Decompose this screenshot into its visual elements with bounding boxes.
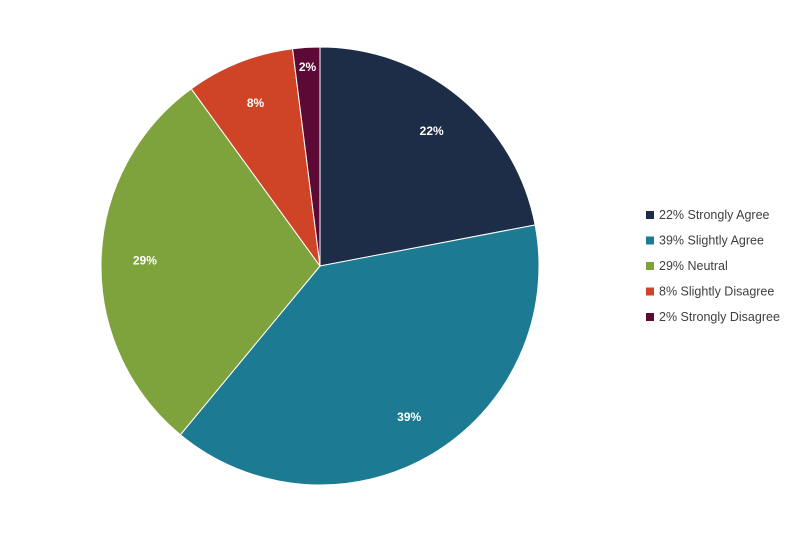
pie-data-label: 39% [397,410,421,424]
pie-data-label: 2% [299,60,317,74]
legend: 22% Strongly Agree 39% Slightly Agree 29% … [646,208,780,324]
pie-slice-1 [319,46,536,267]
pie-slice-4 [190,48,321,267]
legend-label: 8% Slightly Disagree [659,285,774,299]
legend-label: 39% Slightly Agree [659,234,764,248]
pie-slice-5 [291,46,321,267]
pie-data-label: 29% [133,254,157,268]
legend-label: 29% Neutral [659,259,728,273]
pie-slices [100,46,540,486]
pie-slice-3 [100,88,321,436]
legend-swatch [646,211,654,219]
pie-data-label: 22% [420,124,444,138]
legend-swatch [646,287,654,296]
legend-swatch [646,313,654,321]
legend-label: 2% Strongly Disagree [659,310,780,324]
legend-label: 22% Strongly Agree [659,208,770,222]
pie-data-label: 8% [247,96,265,110]
legend-swatch [646,236,654,245]
legend-swatch [646,262,654,270]
pie-data-labels: 22% 39% 29% 8% 2% [133,60,444,424]
pie-slice-2 [179,224,540,486]
